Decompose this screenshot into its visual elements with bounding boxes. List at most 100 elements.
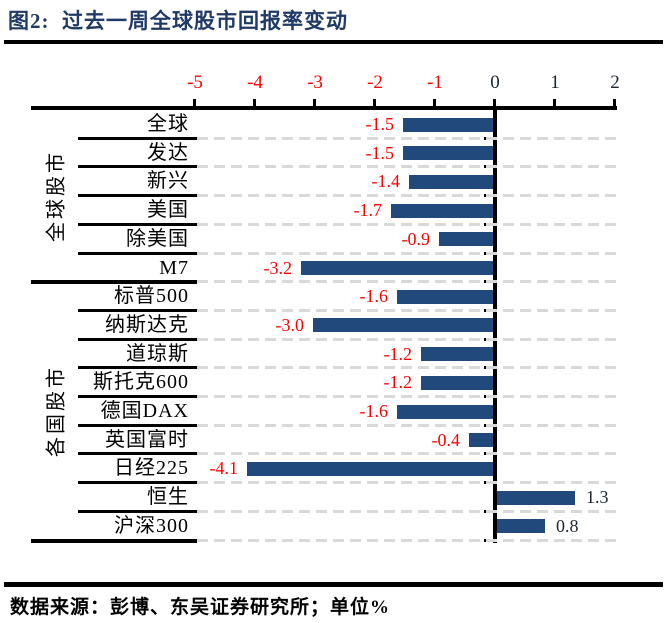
row-separator-black (78, 194, 197, 198)
x-axis-tick (493, 99, 496, 106)
bar-value-label: -3.2 (263, 257, 293, 278)
bar-value-label: 0.8 (556, 515, 579, 536)
bar (497, 490, 575, 505)
bar-value-label: -1.5 (365, 114, 395, 134)
group-separator (31, 280, 197, 285)
group-label: 全球股市 (45, 150, 68, 243)
row-label: 全球 (147, 113, 189, 135)
row-label: 美国 (147, 199, 189, 222)
bar (391, 203, 493, 218)
bar (247, 461, 493, 476)
x-axis-line (31, 106, 617, 110)
row-separator-black (78, 481, 197, 485)
x-axis-tick-label: 0 (490, 72, 500, 93)
bar-value-label: -1.4 (371, 171, 401, 192)
bar-value-label: -0.4 (431, 429, 461, 450)
bar-chart: -5 -4 -3 -2 -1 0 1 2 全球股市各国股市 全球 -1.5 发达 -1.5 新兴 -1.4 美… (0, 48, 667, 568)
bar-value-label: -1.6 (359, 286, 389, 307)
bar (439, 232, 493, 247)
group-separator (31, 538, 197, 543)
row-label: 沪深300 (114, 514, 189, 537)
x-axis-tick (253, 99, 256, 106)
row-separator-dashed (197, 337, 617, 341)
row-separator-dashed (197, 136, 617, 140)
row-separator-dashed (197, 165, 617, 169)
bar-value-label: -1.2 (383, 343, 413, 364)
row-separator-black (78, 222, 197, 226)
bar-value-label: -4.1 (209, 458, 239, 479)
source-rule (4, 582, 663, 587)
row-separator-black (78, 423, 197, 427)
bar (421, 375, 493, 390)
x-axis-tick (193, 99, 196, 106)
row-separator-dashed (197, 194, 617, 198)
row-separator-dashed (197, 280, 617, 284)
x-axis-tick-label: -3 (307, 72, 323, 93)
row-separator-dashed (197, 423, 617, 427)
row-separator-dashed (197, 509, 617, 513)
x-axis-tick (313, 99, 316, 106)
bar (409, 174, 493, 189)
zero-axis-line (493, 106, 497, 543)
row-label: 标普500 (114, 285, 189, 308)
bar (397, 289, 493, 304)
x-axis-tick-label: -5 (187, 72, 203, 93)
row-separator-black (78, 251, 197, 255)
row-separator-dashed (197, 308, 617, 312)
row-label: 道琼斯 (126, 342, 189, 365)
bar (497, 519, 545, 534)
row-separator-black (78, 452, 197, 456)
x-axis-tick-label: -1 (427, 72, 443, 93)
row-label: 英国富时 (105, 428, 189, 451)
x-axis-tick-label: 1 (550, 72, 560, 93)
x-axis-tick-label: -2 (367, 72, 383, 93)
row-separator-black (78, 136, 197, 140)
row-separator-dashed (197, 481, 617, 485)
bar (421, 347, 493, 362)
row-label: 除美国 (126, 227, 189, 250)
bar-value-label: -1.2 (383, 372, 413, 393)
row-separator-black (78, 165, 197, 169)
bar (397, 404, 493, 419)
row-label: 日经225 (114, 457, 189, 480)
row-label: 新兴 (147, 170, 189, 193)
row-separator-dashed (197, 395, 617, 398)
row-separator-black (78, 366, 197, 370)
chart-title: 图2: 过去一周全球股市回报率变动 (8, 9, 348, 33)
title-rule (4, 40, 663, 44)
group-label: 各国股市 (45, 365, 68, 458)
row-separator-black (78, 395, 197, 398)
x-axis-tick (433, 99, 436, 106)
x-axis-tick-label: 2 (610, 72, 620, 93)
row-separator-dashed (197, 538, 617, 542)
row-label: M7 (159, 256, 189, 279)
bar-value-label: -1.6 (359, 401, 389, 421)
bar (469, 433, 493, 448)
x-axis-tick (613, 99, 616, 106)
row-label: 斯托克600 (93, 371, 189, 394)
row-separator-black (78, 337, 197, 341)
row-label: 纳斯达克 (105, 313, 189, 336)
bar-value-label: -3.0 (275, 314, 305, 335)
bar-value-label: -0.9 (401, 228, 431, 249)
row-label: 发达 (147, 141, 189, 164)
bar (403, 117, 493, 132)
x-axis-tick (553, 99, 556, 106)
row-label: 恒生 (147, 486, 189, 509)
bar-value-label: -1.5 (365, 142, 395, 163)
row-label: 德国DAX (100, 400, 189, 422)
row-separator-dashed (197, 222, 617, 226)
bar-value-label: -1.7 (353, 200, 383, 221)
row-separator-dashed (197, 251, 617, 255)
row-separator-black (78, 308, 197, 312)
bar-value-label: 1.3 (586, 487, 609, 508)
bar (313, 318, 493, 333)
row-separator-dashed (197, 366, 617, 370)
row-separator-dashed (197, 452, 617, 456)
x-axis-tick (373, 99, 376, 106)
x-axis-tick-label: -4 (247, 72, 263, 93)
bar (403, 146, 493, 161)
bar (301, 261, 493, 275)
source-note: 数据来源：彭博、东吴证券研究所；单位% (10, 597, 391, 618)
